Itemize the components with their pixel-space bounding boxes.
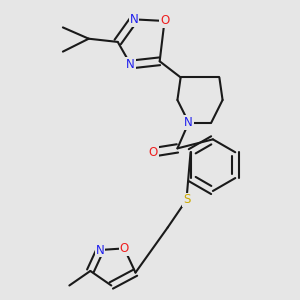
Text: N: N xyxy=(96,244,104,256)
Text: O: O xyxy=(160,14,169,28)
Text: O: O xyxy=(148,146,158,159)
Text: N: N xyxy=(184,116,193,129)
Text: O: O xyxy=(120,242,129,255)
Text: S: S xyxy=(183,194,190,206)
Text: N: N xyxy=(126,58,135,71)
Text: N: N xyxy=(130,13,138,26)
